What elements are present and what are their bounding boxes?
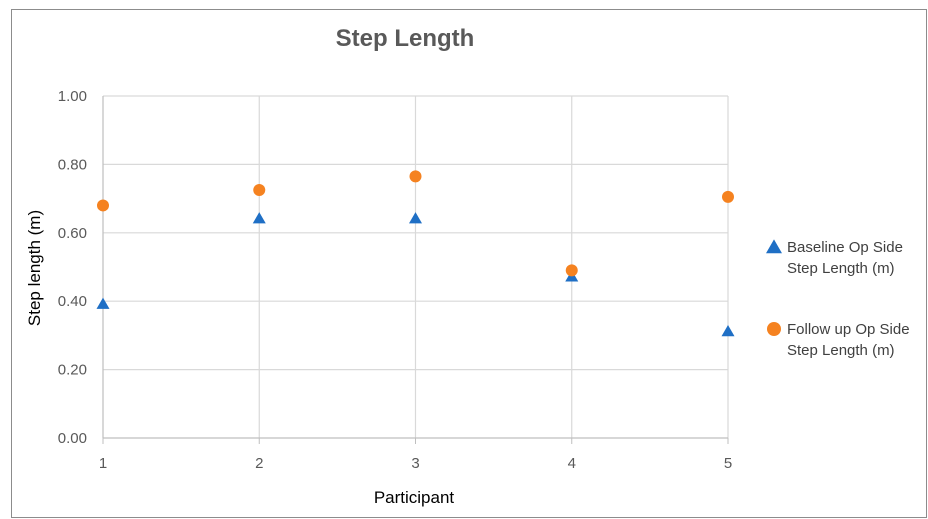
legend-triangle-marker bbox=[766, 239, 782, 254]
follow-up-point bbox=[409, 170, 422, 183]
baseline-point bbox=[96, 297, 110, 309]
follow-up-point bbox=[97, 199, 109, 212]
axes: 0.00 0.20 0.40 0.60 0.80 1.00 1 2 3 4 5 bbox=[58, 88, 732, 472]
x-tick-label: 3 bbox=[411, 455, 419, 472]
follow-up-point bbox=[565, 264, 578, 277]
legend-label: Baseline Op Side bbox=[787, 239, 903, 256]
x-tick-label: 4 bbox=[568, 455, 576, 472]
x-tick-label: 1 bbox=[99, 455, 107, 472]
x-tick-label: 5 bbox=[724, 455, 732, 472]
baseline-point bbox=[252, 212, 266, 224]
y-axis-title: Step length (m) bbox=[25, 210, 44, 326]
baseline-point bbox=[721, 324, 735, 337]
x-axis-title: Participant bbox=[374, 488, 455, 507]
legend-label: Follow up Op Side bbox=[787, 321, 910, 338]
grid-lines bbox=[103, 95, 729, 438]
legend: Baseline Op Side Step Length (m) Follow up… bbox=[766, 239, 910, 359]
legend-label: Step Length (m) bbox=[787, 342, 895, 359]
follow-up-point bbox=[722, 190, 734, 203]
y-tick-label: 0.80 bbox=[58, 156, 87, 173]
follow-up-point bbox=[253, 184, 266, 197]
chart-title: Step Length bbox=[336, 25, 475, 52]
y-tick-label: 1.00 bbox=[58, 88, 87, 105]
baseline-point bbox=[409, 212, 422, 224]
data-marks bbox=[96, 170, 735, 337]
legend-circle-marker bbox=[767, 322, 781, 336]
legend-label: Step Length (m) bbox=[787, 260, 895, 277]
y-tick-label: 0.60 bbox=[58, 225, 87, 242]
x-tick-label: 2 bbox=[255, 455, 263, 472]
y-tick-label: 0.00 bbox=[58, 430, 87, 447]
y-tick-label: 0.40 bbox=[58, 293, 87, 310]
chart-frame bbox=[11, 9, 927, 518]
y-tick-label: 0.20 bbox=[58, 362, 87, 379]
